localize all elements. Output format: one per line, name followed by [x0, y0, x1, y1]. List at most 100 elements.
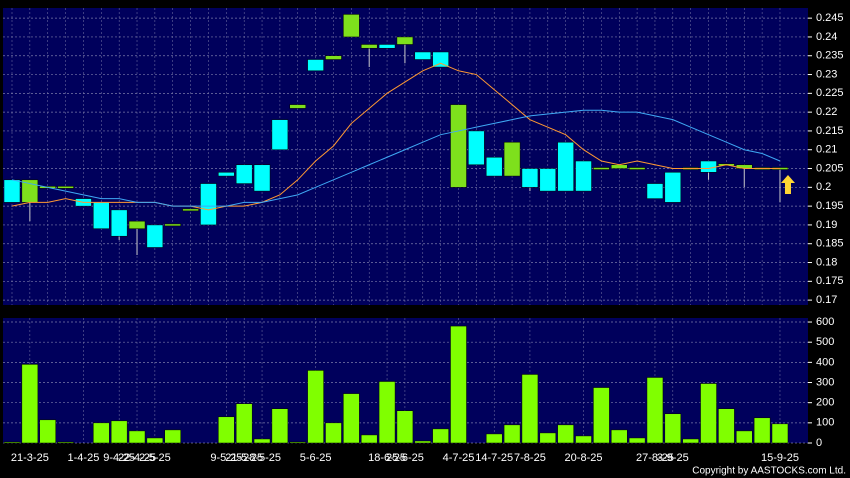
candle-body — [610, 164, 628, 169]
x-tick-label: 27-8-25 — [636, 452, 674, 464]
volume-bar — [307, 370, 324, 444]
volume-bar — [753, 417, 771, 444]
volume-bar — [450, 325, 467, 444]
x-tick-label: 4-7-25 — [443, 452, 475, 464]
volume-bar — [146, 437, 164, 444]
y-tick-label: 0.2 — [816, 181, 831, 193]
volume-bar — [253, 438, 271, 444]
volume-bar — [57, 441, 74, 444]
x-tick-label: 1-4-25 — [68, 452, 100, 464]
candle-body — [450, 104, 467, 188]
x-tick-label: 2-5-25 — [139, 452, 171, 464]
candle-body — [253, 164, 271, 192]
volume-bar — [432, 428, 449, 444]
candle-body — [146, 224, 164, 248]
volume-bar — [485, 433, 503, 444]
candle-body — [646, 183, 664, 199]
candle-body — [700, 160, 717, 173]
candle-body — [325, 55, 342, 60]
volume-bar — [646, 377, 664, 444]
price-panel — [3, 8, 808, 305]
y-tick-label: 0.235 — [816, 50, 844, 62]
candle-body — [289, 104, 307, 109]
y-tick-label: 100 — [816, 417, 834, 429]
candle-body — [3, 179, 21, 203]
candle-body — [378, 44, 396, 49]
candle-body — [218, 172, 235, 177]
volume-bar — [700, 383, 717, 444]
x-tick-label: 25-6-25 — [386, 452, 424, 464]
arrow — [780, 175, 795, 194]
x-tick-label: 3-9-25 — [657, 452, 689, 464]
x-tick-label: 15-9-25 — [761, 452, 799, 464]
y-tick-label: 0.215 — [816, 125, 844, 137]
y-tick-label: 600 — [816, 316, 834, 328]
x-tick-label: 5-6-25 — [300, 452, 332, 464]
volume-bar — [360, 434, 378, 444]
volume-bar — [378, 381, 396, 444]
volume-bar — [39, 419, 56, 444]
copyright: Copyright by AASTOCKS.com Ltd. — [692, 466, 846, 477]
volume-bar — [396, 410, 414, 444]
volume-bar — [575, 435, 592, 444]
y-tick-label: 200 — [816, 397, 834, 409]
candle-body — [57, 186, 74, 189]
x-tick-label: 20-8-25 — [565, 452, 603, 464]
moving-average — [11, 109, 781, 207]
x-tick-label: 28-5-25 — [243, 452, 281, 464]
volume-bar — [289, 441, 307, 444]
volume-bar — [3, 441, 21, 444]
x-tick-label: 9-4-25 — [103, 452, 135, 464]
candle-body — [110, 209, 128, 237]
volume-bar — [164, 429, 181, 444]
y-tick-label: 500 — [816, 336, 834, 348]
candle-body — [307, 59, 324, 72]
volume-bar — [539, 432, 557, 444]
volume-bar — [218, 416, 235, 444]
y-tick-label: 0.245 — [816, 12, 844, 24]
volume-bar — [235, 403, 253, 444]
x-tick-label: 9-5-25 — [210, 452, 242, 464]
volume-bar — [414, 440, 432, 444]
volume-bar — [628, 437, 646, 444]
candle-body — [414, 51, 432, 60]
y-tick-label: 0.18 — [816, 256, 837, 268]
candle-body — [539, 168, 557, 192]
volume-bar — [610, 429, 628, 444]
volume-bar — [325, 422, 342, 444]
x-tick-label: 22-4-25 — [118, 452, 156, 464]
y-tick-label: 0.22 — [816, 106, 837, 118]
volume-bar — [503, 424, 521, 444]
candle-body — [664, 172, 682, 203]
y-tick-label: 0.21 — [816, 144, 837, 156]
volume-bar — [110, 420, 128, 444]
candle-body — [521, 168, 539, 188]
y-tick-label: 0.195 — [816, 200, 844, 212]
x-tick-label: 21-3-25 — [11, 452, 49, 464]
candle-body — [343, 14, 360, 38]
candle-body — [575, 160, 592, 192]
volume-bar — [128, 430, 146, 444]
volume-bar — [21, 364, 39, 444]
y-tick-label: 0 — [816, 437, 822, 449]
candle-body — [128, 220, 146, 229]
candle-body — [271, 119, 289, 150]
candle-body — [396, 36, 414, 45]
candle-body — [164, 223, 181, 227]
volume-bar — [718, 408, 735, 444]
candle-body — [557, 141, 574, 192]
volume-bar — [343, 393, 360, 444]
volume-bar — [682, 438, 699, 444]
y-tick-label: 0.185 — [816, 238, 844, 250]
y-tick-label: 0.24 — [816, 31, 837, 43]
volume-bar — [93, 422, 110, 444]
candle-body — [200, 183, 217, 226]
volume-bar — [521, 374, 539, 444]
y-tick-label: 0.205 — [816, 162, 844, 174]
volume-bar — [664, 413, 682, 444]
y-tick-label: 0.17 — [816, 294, 837, 306]
x-tick-label: 21-5-25 — [225, 452, 263, 464]
y-tick-label: 0.225 — [816, 87, 844, 99]
candle-body — [432, 51, 449, 68]
